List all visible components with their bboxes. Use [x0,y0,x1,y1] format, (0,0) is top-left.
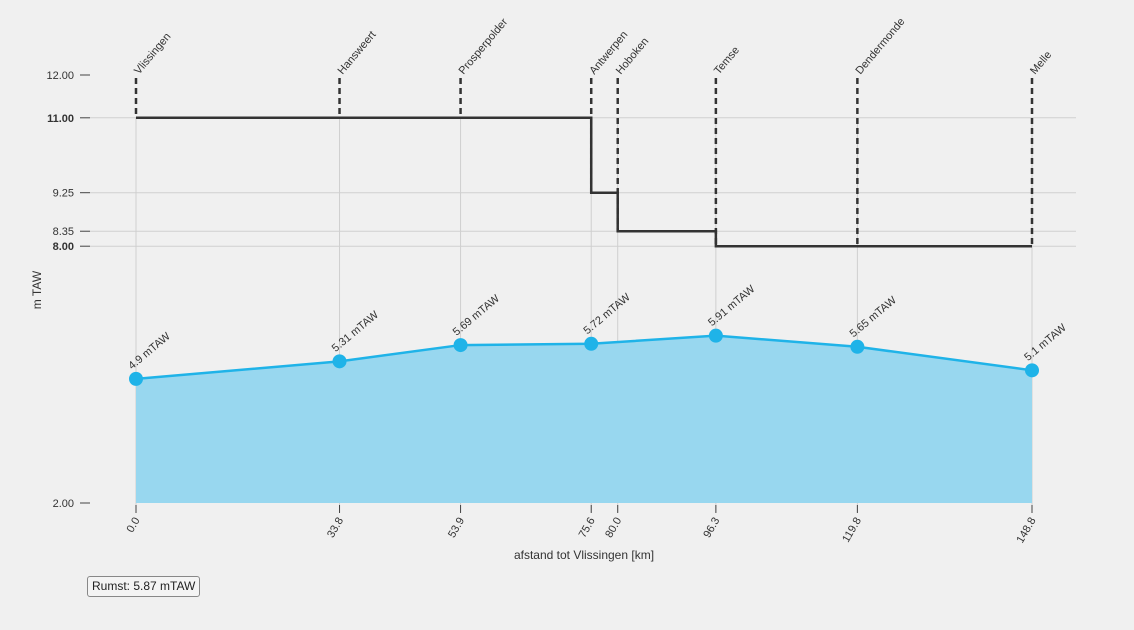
x-tick-label: 148.8 [1014,516,1038,546]
water-level-value-label: 5.91 mTAW [706,283,758,329]
y-tick-label: 8.35 [53,226,74,238]
rumst-level-badge: Rumst: 5.87 mTAW [87,576,201,597]
water-level-value-label: 5.65 mTAW [848,294,900,340]
water-level-point [1025,363,1039,378]
y-axis-title: m TAW [30,270,44,309]
location-label: Temse [712,44,742,77]
x-tick-label: 75.6 [577,516,598,541]
water-level-point [332,354,347,369]
x-axis-title: afstand tot Vlissingen [km] [514,548,654,562]
location-label: Vlissingen [132,31,173,77]
water-level-point [584,336,599,351]
x-tick-label: 53.9 [446,516,467,541]
x-tick-label: 33.8 [325,516,346,541]
y-tick-label: 8.00 [53,241,74,253]
water-level-point [708,328,723,343]
water-level-value-label: 5.72 mTAW [581,291,633,337]
location-label: Melle [1028,49,1054,77]
water-level-area [136,335,1032,503]
water-level-value-label: 5.69 mTAW [451,292,503,338]
y-tick-label: 12.00 [46,70,74,82]
x-tick-label: 0.0 [125,516,143,535]
location-label: Prosperpolder [457,16,511,77]
y-tick-label: 9.25 [53,188,74,200]
water-level-value-label: 5.1 mTAW [1022,321,1069,363]
dike-height-line [136,116,1032,248]
water-level-point [129,371,143,386]
water-level-value-label: 4.9 mTAW [126,330,173,372]
x-tick-label: 80.0 [603,516,624,541]
water-level-point [453,338,468,353]
x-tick-label: 96.3 [701,516,722,541]
water-level-value-label: 5.31 mTAW [330,309,382,355]
location-label: Hansweert [336,29,379,77]
y-tick-label: 11.00 [47,113,74,125]
y-tick-label: 2.00 [53,498,74,510]
x-tick-label: 119.8 [840,516,864,545]
water-level-point [850,339,865,354]
location-label: Dendermonde [853,16,907,77]
